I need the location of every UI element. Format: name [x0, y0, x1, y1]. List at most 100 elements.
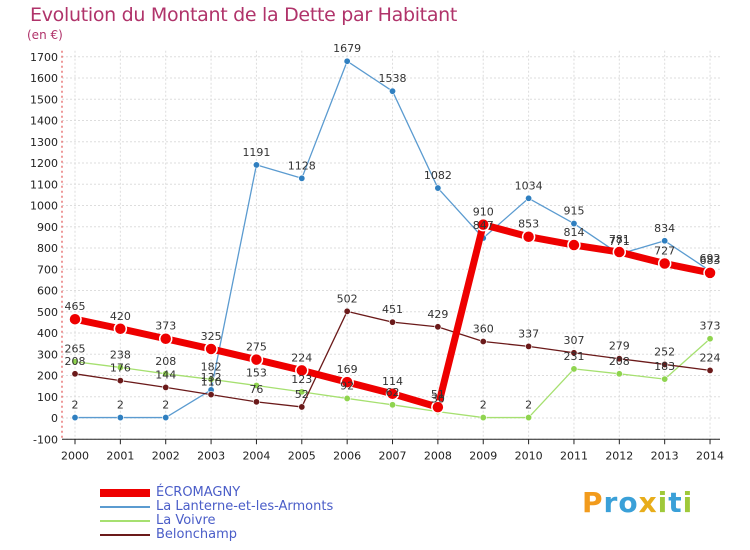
- x-tick-label: 2006: [333, 449, 361, 462]
- data-label: 420: [110, 310, 131, 323]
- data-point: [567, 238, 581, 252]
- data-label: 265: [65, 343, 86, 356]
- data-label: 853: [518, 218, 539, 231]
- data-label: 153: [246, 366, 267, 379]
- data-point: [207, 391, 215, 399]
- data-point: [389, 318, 397, 326]
- grid: [62, 50, 720, 440]
- legend-label: La Voivre: [156, 513, 216, 528]
- data-label: 429: [427, 308, 448, 321]
- data-label: 771: [609, 235, 630, 248]
- data-labels: 465 420 373 325 275 224 169 114 51 910 853 814 781 72…: [65, 42, 721, 411]
- data-label: 208: [65, 355, 86, 368]
- y-tick-label: 1500: [30, 93, 58, 106]
- logo-letter: x: [638, 486, 658, 519]
- data-point: [570, 365, 578, 373]
- legend-swatch: [100, 534, 150, 536]
- axes: [61, 50, 720, 445]
- data-label: 183: [654, 360, 675, 373]
- y-tick-label: 1300: [30, 136, 58, 149]
- y-tick-label: 600: [37, 285, 58, 298]
- x-tick-label: 2013: [651, 449, 679, 462]
- data-label: 1034: [515, 179, 543, 192]
- data-point: [162, 383, 170, 391]
- data-label: 224: [291, 351, 312, 364]
- data-point: [116, 377, 124, 385]
- legend-swatch: [100, 489, 150, 497]
- data-point: [661, 360, 669, 368]
- data-point: [612, 245, 627, 259]
- data-point: [479, 414, 487, 422]
- legend-item: ÉCROMAGNY: [100, 485, 420, 500]
- proxiti-logo: Proxiti: [582, 486, 693, 519]
- logo-letter: P: [582, 486, 604, 519]
- logo-letter: o: [618, 486, 639, 519]
- data-label: 1191: [242, 146, 270, 159]
- data-label: 814: [563, 226, 584, 239]
- data-point: [389, 401, 397, 409]
- data-point: [570, 220, 578, 228]
- data-label: 727: [654, 245, 675, 258]
- data-label: 224: [700, 351, 721, 364]
- data-label: 208: [155, 355, 176, 368]
- legend-label: ÉCROMAGNY: [156, 485, 241, 500]
- data-point: [434, 323, 442, 331]
- data-point: [298, 403, 306, 411]
- data-point: [434, 184, 442, 192]
- data-label: 373: [700, 320, 721, 333]
- data-label: 144: [155, 368, 176, 381]
- data-point: [476, 217, 490, 232]
- data-point: [252, 161, 260, 169]
- x-tick-label: 2005: [288, 449, 316, 462]
- data-label: 92: [340, 379, 354, 392]
- legend: ÉCROMAGNY La Lanterne-et-les-Armonts La Vo…: [100, 485, 420, 542]
- data-label: 176: [110, 362, 131, 375]
- data-label: 451: [382, 303, 403, 316]
- data-point: [298, 174, 306, 182]
- data-label: 834: [654, 222, 675, 235]
- data-point: [343, 394, 351, 402]
- legend-item: Belonchamp: [100, 527, 420, 542]
- data-point: [116, 363, 124, 371]
- data-label: 2: [117, 399, 124, 412]
- data-point: [68, 312, 82, 326]
- data-point: [343, 57, 351, 65]
- y-tick-label: 200: [37, 370, 58, 383]
- data-label: 76: [249, 383, 263, 396]
- data-label: 30: [431, 393, 445, 406]
- data-label: 51: [431, 388, 445, 401]
- data-label: 52: [295, 388, 309, 401]
- data-point: [162, 370, 170, 378]
- x-tick-label: 2007: [379, 449, 407, 462]
- data-label: 110: [201, 376, 222, 389]
- data-label: 1082: [424, 169, 452, 182]
- chart-title: Evolution du Montant de la Dette par Hab…: [30, 4, 458, 26]
- data-point: [389, 87, 397, 95]
- data-label: 279: [609, 340, 630, 353]
- y-tick-label: 1700: [30, 51, 58, 64]
- x-tick-label: 2011: [560, 449, 588, 462]
- logo-letter: i: [682, 486, 694, 519]
- data-point: [525, 414, 533, 422]
- y-tick-label: 400: [37, 327, 58, 340]
- data-label: 252: [654, 345, 675, 358]
- data-point: [298, 388, 306, 396]
- data-label: 781: [609, 233, 630, 246]
- data-point: [385, 387, 400, 401]
- data-point: [343, 307, 351, 315]
- x-tick-label: 2014: [696, 449, 724, 462]
- data-point: [525, 194, 533, 202]
- x-tick-label: 2009: [469, 449, 497, 462]
- data-label: 2: [480, 399, 487, 412]
- data-point: [340, 375, 354, 389]
- x-tick-label: 2001: [106, 449, 134, 462]
- y-tick-label: 300: [37, 348, 58, 361]
- data-label: 910: [473, 206, 494, 219]
- data-point: [706, 366, 714, 374]
- data-label: 114: [382, 375, 403, 388]
- data-point: [657, 256, 672, 271]
- data-label: 231: [563, 350, 584, 363]
- data-label: 373: [155, 320, 176, 333]
- y-tick-label: -100: [33, 433, 58, 446]
